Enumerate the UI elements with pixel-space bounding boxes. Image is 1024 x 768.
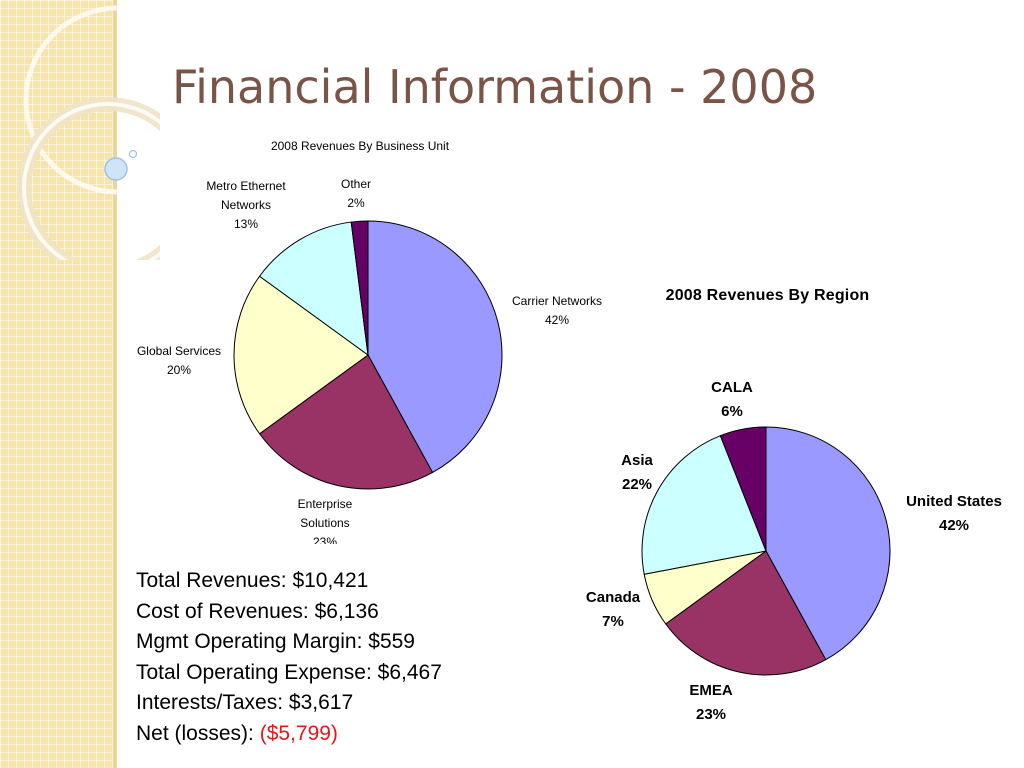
pie-slice-united-states [765,426,891,661]
label-asia: Asia 22% [621,452,653,493]
pie-slice-carrier-networks [367,220,503,474]
business-unit-chart-title: 2008 Revenues By Business Unit [270,139,450,153]
decorative-rings [17,5,160,260]
pie-slice-cala [719,426,767,552]
financial-line-total-revenues: Total Revenues: $10,421 [136,569,369,592]
pie-slice-enterprise-solutions [258,354,434,490]
side-strip-edge [113,0,117,768]
financial-line-operating-expense: Total Operating Expense: $6,467 [136,660,442,684]
label-canada: Canada 7% [585,589,641,630]
financial-summary-list: Total Revenues: $10,421 Cost of Revenues… [136,566,442,749]
label-emea: EMEA 23% [689,682,733,723]
label-global-services: Global Services 20% [136,344,222,377]
pie-slice-metro-ethernet-networks [258,221,369,357]
decorative-bubble-icon [104,157,128,181]
label-united-states: United States 42% [906,493,1002,534]
label-enterprise-solutions: Enterprise Solutions 23% [297,497,353,544]
slide-title: Financial Information - 2008 [172,60,818,114]
pie-slice-emea [664,550,827,676]
financial-line-cost-of-revenues: Cost of Revenues: $6,136 [136,599,379,623]
pie-slice-other [350,220,369,356]
region-chart-title: 2008 Revenues By Region [665,287,870,304]
label-enterprise-solutions-clip: Enterprise Solutions 23% [280,495,380,544]
financial-line-operating-margin: Mgmt Operating Margin: $559 [136,630,415,653]
label-carrier-networks: Carrier Networks 42% [511,294,603,327]
label-other: Other 2% [340,177,372,210]
label-cala: CALA 6% [711,379,753,420]
net-loss-value: ($5,799) [259,721,338,745]
decorative-small-bubble-icon [128,149,138,159]
financial-line-net-losses: Net (losses): ($5,799) [136,721,338,745]
pie-slice-global-services [233,275,369,435]
business-unit-pie [233,220,503,490]
pie-slice-asia [641,435,767,575]
financial-line-interests-taxes: Interests/Taxes: $3,617 [136,691,354,714]
label-metro-ethernet-networks: Metro Ethernet Networks 13% [206,179,286,231]
region-pie [641,426,891,676]
